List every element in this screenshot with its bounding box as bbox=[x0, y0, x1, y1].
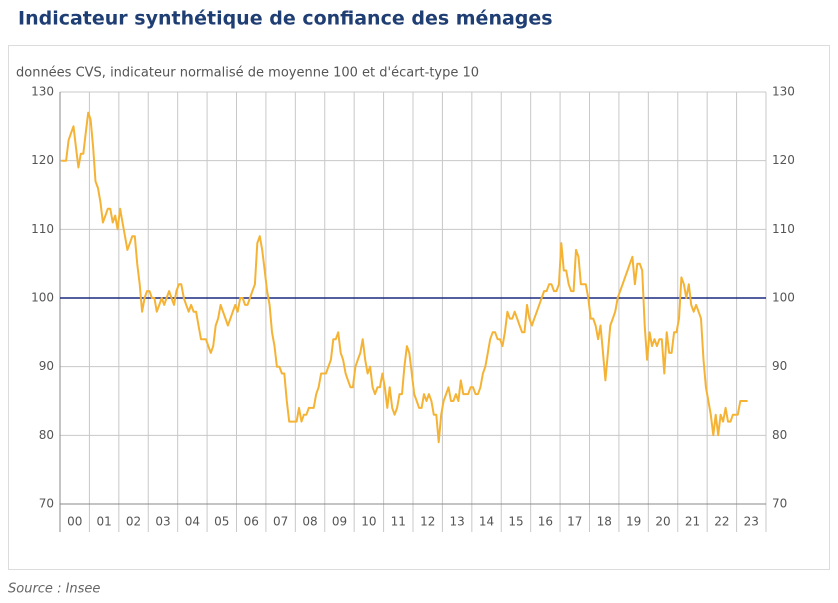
y2-tick-label: 130 bbox=[772, 85, 795, 99]
x-tick-label: 17 bbox=[567, 515, 582, 529]
chart-frame bbox=[8, 45, 830, 570]
x-tick-label: 00 bbox=[67, 515, 82, 529]
x-tick-label: 13 bbox=[449, 515, 464, 529]
x-tick-label: 04 bbox=[185, 515, 200, 529]
x-tick-label: 05 bbox=[214, 515, 229, 529]
x-tick-label: 02 bbox=[126, 515, 141, 529]
x-tick-label: 08 bbox=[302, 515, 317, 529]
y2-tick-label: 110 bbox=[772, 222, 795, 236]
y-tick-label: 100 bbox=[31, 291, 54, 305]
x-tick-label: 15 bbox=[508, 515, 523, 529]
y-tick-label: 90 bbox=[39, 359, 54, 373]
x-tick-label: 18 bbox=[597, 515, 612, 529]
y-tick-label: 70 bbox=[39, 497, 54, 511]
source: Source : Insee bbox=[8, 582, 100, 597]
y2-tick-label: 100 bbox=[772, 291, 795, 305]
x-tick-label: 12 bbox=[420, 515, 435, 529]
y-tick-label: 110 bbox=[31, 222, 54, 236]
y2-tick-label: 70 bbox=[772, 497, 787, 511]
x-tick-label: 10 bbox=[361, 515, 376, 529]
x-tick-label: 16 bbox=[538, 515, 553, 529]
x-tick-label: 03 bbox=[155, 515, 170, 529]
series-line bbox=[61, 111, 748, 444]
y-tick-label: 80 bbox=[39, 428, 54, 442]
x-tick-label: 07 bbox=[273, 515, 288, 529]
chart-title: Indicateur synthétique de confiance des … bbox=[18, 8, 553, 30]
y2-tick-label: 120 bbox=[772, 153, 795, 167]
x-tick-label: 01 bbox=[96, 515, 111, 529]
x-tick-label: 06 bbox=[244, 515, 259, 529]
x-tick-label: 23 bbox=[744, 515, 759, 529]
x-tick-label: 09 bbox=[332, 515, 347, 529]
chart-subtitle: données CVS, indicateur normalisé de moy… bbox=[16, 66, 479, 81]
x-tick-label: 20 bbox=[655, 515, 670, 529]
x-tick-label: 19 bbox=[626, 515, 641, 529]
y2-tick-label: 90 bbox=[772, 359, 787, 373]
x-tick-label: 14 bbox=[479, 515, 494, 529]
y2-tick-label: 80 bbox=[772, 428, 787, 442]
y-tick-label: 120 bbox=[31, 153, 54, 167]
x-tick-label: 22 bbox=[714, 515, 729, 529]
y-tick-label: 130 bbox=[31, 85, 54, 99]
x-tick-label: 11 bbox=[391, 515, 406, 529]
x-tick-label: 21 bbox=[685, 515, 700, 529]
